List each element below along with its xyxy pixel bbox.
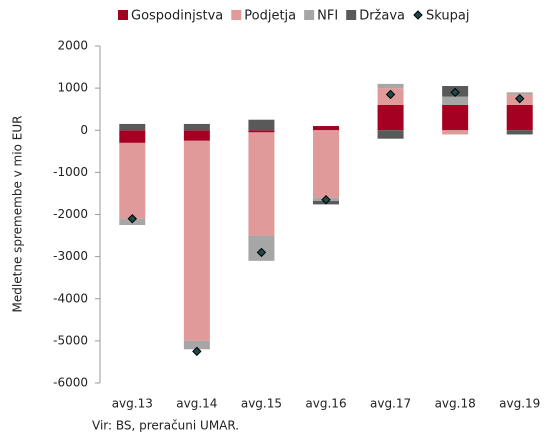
legend-label: Skupaj [426, 9, 469, 24]
x-tick-label: avg.13 [112, 397, 153, 411]
bar-segment [442, 130, 469, 135]
x-tick-label: avg.18 [435, 397, 476, 411]
y-tick-label: -4000 [53, 291, 88, 305]
y-axis-label: Medletne spremembe v mio EUR [11, 116, 25, 313]
bar-segment [506, 104, 533, 131]
bar-segment [377, 104, 404, 131]
x-tick-label: avg.17 [370, 397, 411, 411]
legend-label: Podjetja [244, 9, 296, 24]
bar-segment [442, 96, 469, 105]
bar-segment [442, 104, 469, 131]
y-tick-label: 2000 [57, 39, 88, 53]
x-tick-label: avg.14 [176, 397, 217, 411]
bar-segment [506, 130, 533, 135]
bar-segment [183, 123, 210, 131]
x-tick-label: avg.16 [305, 397, 346, 411]
bar-segment [119, 130, 146, 143]
legend-swatch [118, 10, 128, 20]
x-tick-label: avg.19 [499, 397, 540, 411]
bar-segment [313, 130, 339, 198]
legend-swatch [231, 10, 242, 20]
total-marker [256, 247, 267, 258]
total-marker [192, 346, 202, 357]
bar-segment [183, 340, 210, 350]
legend-label: Gospodinjstva [131, 9, 223, 24]
bar-segment [506, 92, 533, 95]
y-tick-label: -1000 [53, 165, 88, 179]
bar-segment [183, 140, 210, 341]
bar-segment [248, 132, 275, 236]
total-marker [385, 89, 396, 100]
bar-segment [119, 142, 146, 219]
y-tick-label: -3000 [53, 249, 88, 263]
legend-swatch [304, 10, 315, 20]
legend-marker [413, 10, 423, 20]
y-tick-label: -6000 [53, 376, 88, 390]
legend-swatch [346, 10, 357, 20]
bar-segment [377, 130, 404, 139]
y-tick-label: 1000 [57, 81, 88, 95]
y-tick-label: -2000 [53, 207, 88, 221]
bar-segment [313, 126, 339, 131]
bar-segment [119, 123, 146, 131]
x-tick-label: avg.15 [241, 397, 282, 411]
bar-segment [377, 83, 404, 89]
total-marker [515, 93, 525, 104]
bar-segment [248, 130, 275, 133]
total-marker [321, 195, 331, 205]
legend-label: NFI [317, 9, 338, 24]
bar-segment [248, 119, 275, 131]
legend-label: Država [359, 9, 405, 24]
total-marker [127, 214, 137, 224]
source: Vir: BS, preračuni UMAR. [92, 419, 239, 433]
bar-segment [183, 130, 210, 141]
y-tick-label: 0 [80, 123, 88, 137]
total-marker [450, 87, 460, 98]
y-tick-label: -5000 [53, 333, 88, 347]
